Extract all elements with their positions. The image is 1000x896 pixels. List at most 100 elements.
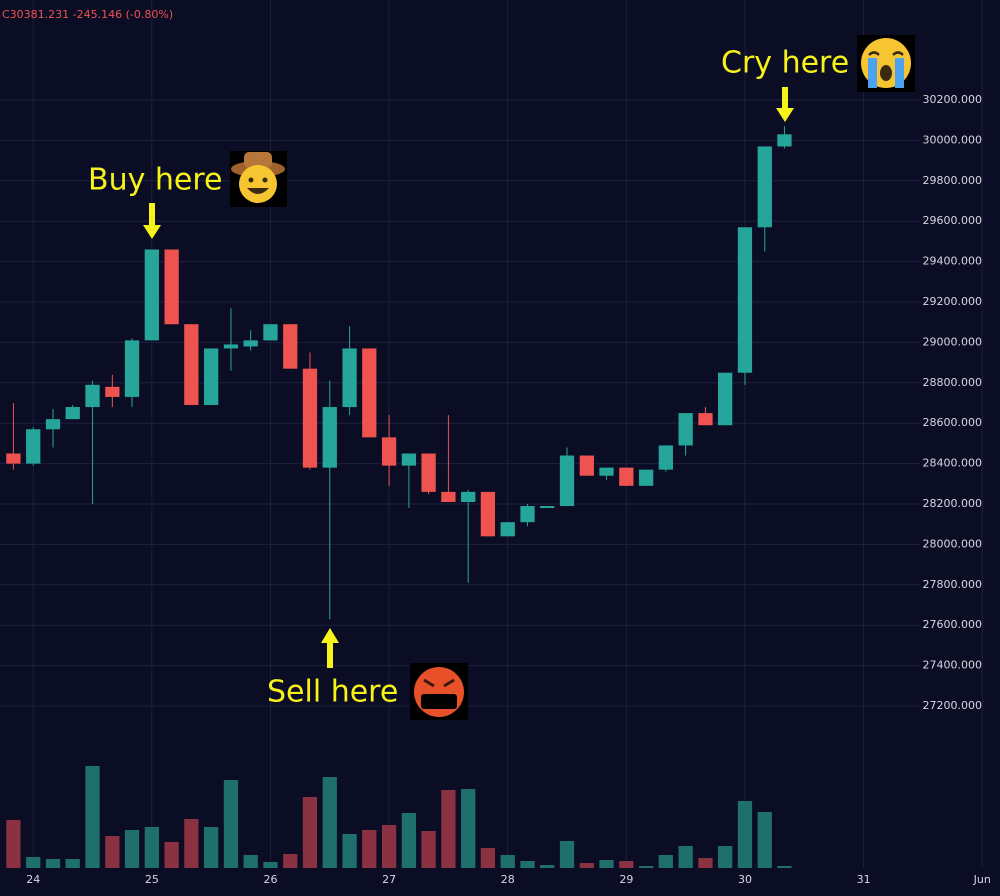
candle-body — [698, 413, 713, 426]
volume-bar — [184, 819, 199, 868]
candle-body — [26, 429, 41, 464]
y-tick-label: 29000.000 — [923, 335, 983, 348]
annotation-text: Buy here — [88, 163, 223, 198]
annotation-text: Sell here — [267, 675, 398, 710]
emoji-eye — [262, 177, 268, 183]
x-tick-label: 24 — [26, 873, 40, 886]
x-tick-label: 26 — [263, 873, 277, 886]
volume-bar — [401, 813, 417, 868]
y-tick-label: 28800.000 — [923, 376, 983, 389]
candle-body — [480, 491, 496, 537]
candle-body — [520, 506, 535, 523]
volume-bar — [342, 834, 357, 868]
y-tick-label: 29400.000 — [923, 255, 983, 268]
volume-bar — [540, 865, 555, 868]
emoji-eye — [868, 51, 904, 56]
volume-bar — [599, 860, 614, 868]
candle-body — [144, 249, 159, 341]
volume-bar — [45, 859, 61, 868]
y-tick-label: 28200.000 — [923, 497, 983, 510]
candle-body — [342, 348, 357, 408]
y-tick-label: 28400.000 — [923, 457, 983, 470]
y-tick-label: 27400.000 — [923, 659, 983, 672]
y-tick-label: 28600.000 — [923, 416, 983, 429]
y-tick-label: 29600.000 — [923, 214, 983, 227]
axes: 27200.000 27400.000 27600.000 27800.000 2800… — [26, 93, 991, 886]
volume-bar — [223, 780, 239, 868]
volume-bar — [144, 827, 159, 868]
y-tick-label: 27600.000 — [923, 618, 983, 631]
candle-body — [540, 506, 555, 509]
volume-bar — [559, 841, 575, 868]
candle-body — [6, 453, 21, 464]
candle-body — [322, 407, 337, 468]
candle-body — [124, 340, 140, 397]
emoji-face — [239, 165, 277, 203]
emoji-eye — [248, 177, 254, 183]
candles — [6, 126, 792, 620]
volume-bar — [678, 846, 693, 868]
x-tick-label: 28 — [501, 873, 515, 886]
volume-bar — [658, 855, 673, 868]
candle-body — [619, 467, 634, 486]
y-tick-label: 29800.000 — [923, 174, 983, 187]
volume-bar — [164, 842, 179, 868]
x-tick-label: Jun — [973, 873, 991, 886]
y-tick-label: 27800.000 — [923, 578, 983, 591]
volume-bar — [480, 848, 496, 868]
volume-bar — [26, 857, 41, 868]
sell-annotation: Sell here — [267, 628, 468, 720]
emoji-brow — [423, 678, 455, 688]
candle-body — [500, 522, 515, 537]
emoji-mouth — [421, 694, 457, 709]
candle-body — [302, 368, 318, 468]
volume-bar — [500, 855, 515, 868]
candle-body — [757, 146, 772, 228]
candle-body — [283, 324, 298, 369]
emoji-face — [414, 667, 464, 717]
volume-bar — [619, 861, 634, 868]
candle-body — [85, 384, 100, 408]
header-quote: C30381.231 -245.146 (-0.80%) — [2, 8, 173, 21]
candle-body — [65, 407, 80, 420]
cry-annotation: Cry here — [721, 35, 915, 122]
volume-pane — [6, 766, 792, 868]
annotation-text: Cry here — [721, 46, 849, 81]
y-tick-label: 27200.000 — [923, 699, 983, 712]
y-tick-label: 30200.000 — [923, 93, 983, 106]
candle-body — [579, 455, 594, 476]
volume-bar — [441, 790, 456, 868]
candle-body — [243, 340, 258, 347]
volume-bar — [698, 858, 713, 868]
x-tick-label: 29 — [619, 873, 633, 886]
buy-annotation: Buy here — [88, 151, 287, 239]
volume-bar — [757, 812, 772, 868]
candle-body — [718, 372, 733, 426]
candle-body — [381, 437, 397, 466]
x-tick-label: 25 — [145, 873, 159, 886]
emoji-tear — [868, 58, 877, 88]
candle-body — [184, 324, 199, 406]
emoji-mouth — [247, 188, 269, 194]
arrow — [143, 203, 161, 239]
candle-body — [461, 491, 476, 502]
candle-body — [639, 469, 654, 486]
volume-bar — [85, 766, 100, 868]
volume-bar — [718, 846, 733, 868]
volume-bar — [243, 855, 258, 868]
arrow — [776, 87, 794, 122]
candle-body — [421, 453, 436, 492]
volume-bar — [777, 866, 792, 868]
emoji-hat — [244, 152, 272, 168]
volume-bar — [283, 854, 298, 868]
y-tick-label: 30000.000 — [923, 133, 983, 146]
volume-bar — [6, 820, 21, 868]
candle-body — [599, 467, 614, 476]
candle-body — [678, 413, 693, 446]
volume-bar — [461, 789, 476, 868]
candle-body — [164, 249, 179, 325]
candle-body — [362, 348, 377, 438]
